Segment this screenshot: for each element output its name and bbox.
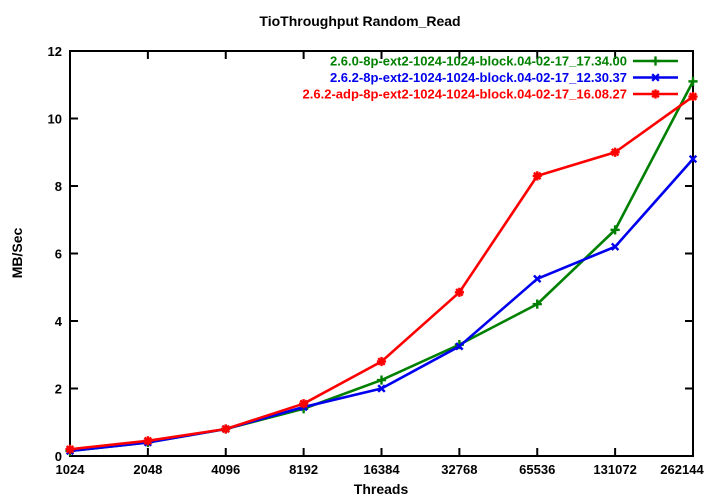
data-point-marker-2 bbox=[299, 399, 308, 408]
x-tick-label: 16384 bbox=[363, 462, 400, 477]
data-point-marker-1 bbox=[610, 242, 620, 251]
y-tick-label: 2 bbox=[55, 382, 62, 397]
x-tick-label: 2048 bbox=[133, 462, 162, 477]
legend-label-1: 2.6.2-8p-ext2-1024-1024-block.04-02-17_1… bbox=[330, 70, 627, 85]
x-tick-label: 1024 bbox=[56, 462, 86, 477]
series-line-2 bbox=[69, 95, 694, 451]
x-axis-label: Threads bbox=[353, 481, 409, 497]
data-point-marker-2 bbox=[65, 445, 75, 454]
data-point-marker-2 bbox=[143, 436, 153, 445]
y-tick-label: 10 bbox=[48, 112, 62, 127]
data-point-marker-2 bbox=[377, 357, 386, 366]
x-tick-label: 262144 bbox=[660, 462, 704, 477]
x-tick-label: 8192 bbox=[289, 462, 318, 477]
data-point-marker-1 bbox=[455, 342, 464, 351]
data-point-marker-2 bbox=[221, 424, 230, 434]
data-point-marker-1 bbox=[377, 384, 386, 393]
y-tick-label: 6 bbox=[55, 247, 62, 262]
x-tick-label: 4096 bbox=[211, 462, 240, 477]
legend-sample-marker-1 bbox=[651, 73, 660, 82]
x-tick-label: 32768 bbox=[441, 462, 477, 477]
legend-sample-marker-2 bbox=[651, 89, 660, 99]
data-point-marker-1 bbox=[688, 154, 698, 164]
data-point-marker-2 bbox=[688, 92, 698, 101]
y-tick-label: 0 bbox=[55, 449, 62, 464]
y-tick-label: 8 bbox=[55, 179, 62, 194]
legend-label-0: 2.6.0-8p-ext2-1024-1024-block.04-02-17_1… bbox=[330, 54, 627, 69]
chart-title: TioThroughput Random_Read bbox=[259, 13, 461, 29]
series-line-1 bbox=[69, 158, 694, 453]
y-tick-label: 4 bbox=[55, 314, 63, 329]
y-tick-label: 12 bbox=[48, 44, 62, 59]
data-point-marker-2 bbox=[455, 288, 464, 297]
data-point-marker-1 bbox=[533, 274, 542, 283]
x-tick-label: 65536 bbox=[519, 462, 555, 477]
data-point-marker-2 bbox=[533, 171, 542, 181]
series-line-0 bbox=[69, 80, 695, 453]
data-point-marker-2 bbox=[610, 148, 620, 157]
legend-label-2: 2.6.2-adp-8p-ext2-1024-1024-block.04-02-… bbox=[303, 87, 627, 102]
x-tick-label: 131072 bbox=[593, 462, 636, 477]
